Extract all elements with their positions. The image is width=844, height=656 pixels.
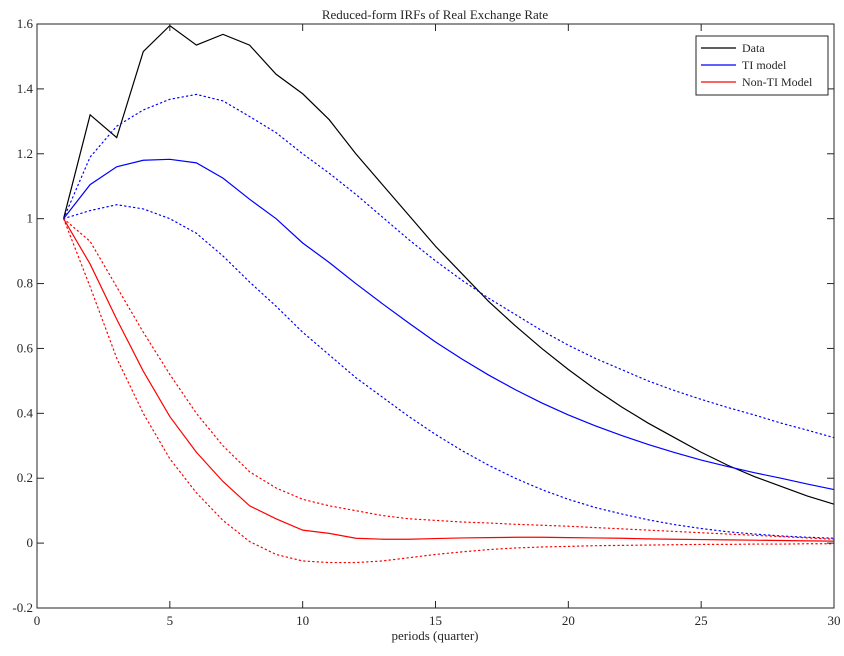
series-line-band-6 — [62, 218, 835, 564]
x-tick-label: 0 — [34, 613, 41, 628]
y-tick-label: 0.4 — [17, 405, 34, 420]
series-line-non-ti-model — [63, 218, 835, 542]
x-axis-label: periods (quarter) — [392, 628, 479, 643]
legend-box — [695, 35, 829, 96]
legend: Data TI model Non-TI Model — [695, 35, 829, 96]
y-tick-label: 0.6 — [17, 340, 34, 355]
plot-frame — [36, 23, 835, 609]
y-tick-label: 1.2 — [17, 146, 33, 161]
y-tick-label: 1.6 — [17, 16, 34, 31]
y-tick-label: 0.2 — [17, 470, 33, 485]
legend-label: Non-TI Model — [742, 75, 813, 89]
series-line-ti-model — [63, 158, 835, 491]
chart-title: Reduced-form IRFs of Real Exchange Rate — [322, 7, 549, 22]
series-line-band-4 — [62, 204, 835, 539]
legend-label: Data — [742, 41, 765, 55]
x-tick-label: 5 — [167, 613, 174, 628]
y-tick-label: 1 — [27, 211, 34, 226]
x-tick-label: 10 — [296, 613, 309, 628]
series-line-band-3 — [62, 93, 835, 439]
x-tick-label: 20 — [562, 613, 575, 628]
y-tick-label: -0.2 — [12, 600, 33, 615]
x-tick-label: 15 — [429, 613, 442, 628]
y-tick-label: 0 — [27, 535, 34, 550]
y-tick-label: 0.8 — [17, 276, 33, 291]
series-line-band-5 — [62, 218, 835, 540]
legend-label: TI model — [742, 58, 787, 72]
y-tick-label: 1.4 — [17, 81, 34, 96]
series-line-data — [62, 24, 835, 505]
x-tick-label: 25 — [695, 613, 708, 628]
x-tick-label: 30 — [828, 613, 841, 628]
